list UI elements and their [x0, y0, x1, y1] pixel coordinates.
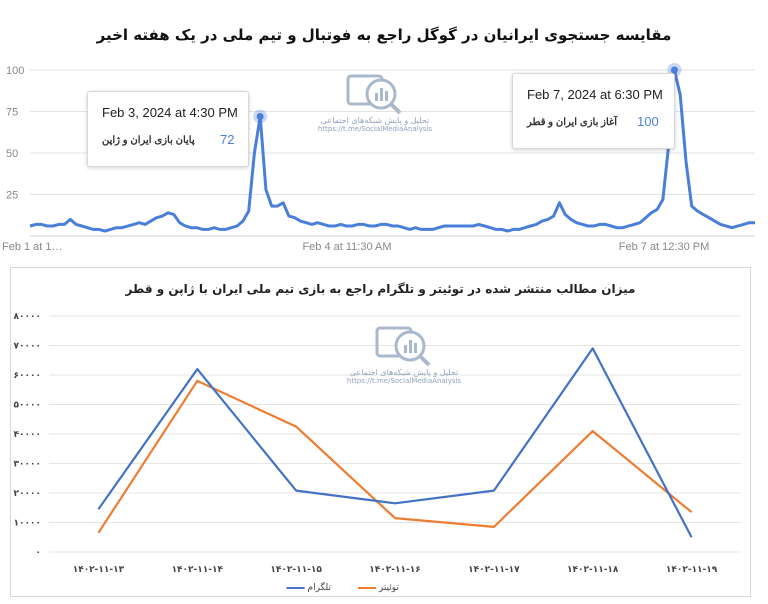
tooltip-value: 100 — [637, 114, 659, 129]
tooltip-value: 72 — [220, 132, 235, 147]
y-tick-label: 100 — [6, 65, 24, 77]
tooltip-date: Feb 7, 2024 at 6:30 PM — [527, 87, 663, 102]
x-tick-label: ۱۴۰۲-۱۱-۱۶ — [369, 565, 420, 575]
x-tick-label: ۱۴۰۲-۱۱-۱۸ — [567, 565, 619, 575]
x-tick-label: ۱۴۰۲-۱۱-۱۳ — [73, 565, 125, 575]
telegram-line — [97, 347, 693, 538]
tooltip-label: پایان بازی ایران و ژاپن — [102, 135, 195, 146]
x-tick-label: ۱۴۰۲-۱۱-۱۵ — [270, 565, 322, 575]
watermark-logo-icon — [346, 74, 402, 115]
social-posts-panel: میزان مطالب منتشر شده در توئیتر و تلگرام… — [10, 267, 751, 597]
x-tick-label: Feb 1 at 1… — [2, 241, 63, 253]
watermark-text: تحلیل و پایش شبکه‌های اجتماعی — [349, 368, 459, 377]
watermark-logo-icon — [375, 326, 431, 367]
y-tick-label: ۴۰۰۰۰ — [14, 430, 41, 440]
y-tick-label: ۸۰۰۰۰ — [14, 312, 41, 322]
legend-telegram-label: تلگرام — [307, 583, 332, 593]
page-title: مقایسه جستجوی ایرانیان در گوگل راجع به ف… — [96, 26, 672, 44]
y-tick-label: ۶۰۰۰۰ — [14, 371, 41, 381]
y-tick-label: ۰ — [36, 548, 42, 558]
x-tick-label: ۱۴۰۲-۱۱-۱۴ — [172, 565, 224, 575]
watermark-bottom: تحلیل و پایش شبکه‌های اجتماعی https://t.… — [329, 324, 479, 385]
legend-twitter-swatch — [358, 586, 376, 589]
x-tick-label: ۱۴۰۲-۱۱-۱۷ — [468, 565, 520, 575]
x-tick-label: Feb 4 at 11:30 AM — [302, 241, 391, 253]
y-tick-label: 25 — [6, 190, 18, 202]
tooltip-date: Feb 3, 2024 at 4:30 PM — [102, 105, 238, 120]
y-tick-label: 50 — [6, 148, 18, 160]
y-tick-label: ۱۰۰۰۰ — [14, 519, 41, 529]
twitter-line — [97, 379, 693, 534]
legend-twitter: توئیتر — [358, 583, 399, 593]
legend-telegram-swatch — [286, 586, 305, 589]
watermark-text: تحلیل و پایش شبکه‌های اجتماعی — [320, 116, 430, 125]
y-tick-label: ۵۰۰۰۰ — [14, 401, 41, 411]
legend: توئیتر تلگرام — [11, 583, 750, 597]
trend-line — [29, 68, 755, 233]
tooltip-label: آغاز بازی ایران و قطر — [527, 117, 618, 128]
tooltip-qatar: Feb 7, 2024 at 6:30 PM آغاز بازی ایران و… — [512, 73, 675, 149]
social-posts-chart: ۸۰۰۰۰ ۷۰۰۰۰ ۶۰۰۰۰ ۵۰۰۰۰ ۴۰۰۰۰ ۳۰۰۰۰ ۲۰۰۰۰ ۱۰۰۰۰… — [14, 312, 741, 575]
bottom-chart-title: میزان مطالب منتشر شده در توئیتر و تلگرام… — [125, 282, 636, 296]
y-tick-label: ۳۰۰۰۰ — [14, 460, 41, 470]
y-tick-label: 75 — [6, 107, 18, 119]
y-tick-label: ۷۰۰۰۰ — [14, 342, 41, 352]
watermark-link: https://t.me/SocialMediaAnalysis — [346, 377, 462, 385]
legend-twitter-label: توئیتر — [378, 583, 399, 593]
y-tick-label: ۲۰۰۰۰ — [14, 489, 41, 499]
x-tick-label: Feb 7 at 12:30 PM — [619, 241, 710, 253]
peak-marker — [256, 112, 264, 120]
tooltip-japan: Feb 3, 2024 at 4:30 PM پایان بازی ایران … — [87, 91, 249, 167]
x-tick-label: ۱۴۰۲-۱۱-۱۹ — [666, 565, 718, 575]
watermark-top: تحلیل و پایش شبکه‌های اجتماعی https://t.… — [300, 72, 450, 133]
legend-telegram: تلگرام — [286, 583, 332, 593]
watermark-link: https://t.me/SocialMediaAnalysis — [317, 125, 433, 133]
peak-marker — [670, 66, 678, 74]
